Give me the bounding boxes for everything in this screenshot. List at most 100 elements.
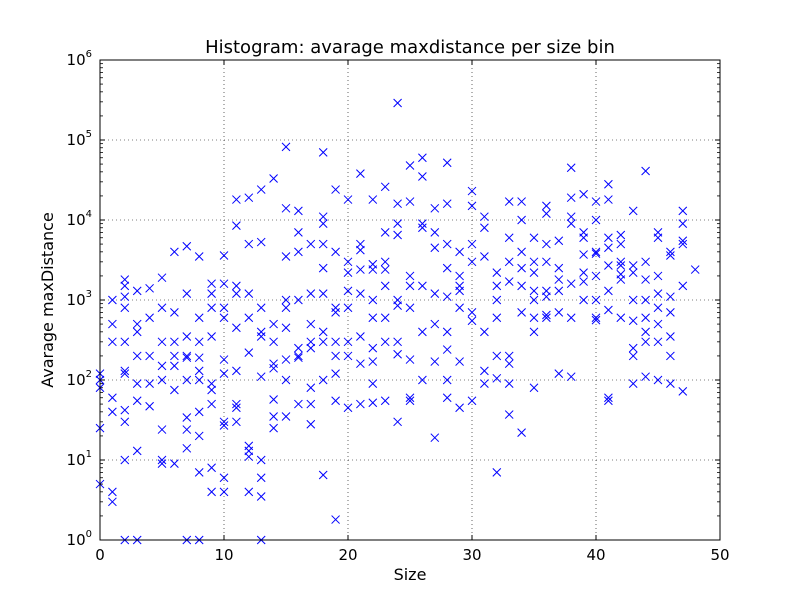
data-point	[579, 250, 588, 259]
data-point	[418, 327, 427, 337]
data-point	[306, 289, 316, 299]
data-point	[641, 372, 650, 382]
data-point	[393, 337, 402, 347]
data-point	[108, 319, 117, 329]
data-point	[207, 303, 216, 313]
data-point	[207, 332, 216, 341]
data-point	[405, 161, 415, 170]
data-point	[430, 289, 440, 299]
data-point	[281, 412, 291, 421]
data-point	[281, 355, 291, 364]
data-point	[281, 375, 291, 385]
data-point	[566, 279, 576, 289]
data-point	[467, 201, 477, 211]
data-point	[269, 174, 278, 183]
data-point	[281, 303, 291, 313]
data-point	[145, 379, 154, 389]
y-tick-exponent: 2	[86, 369, 92, 380]
data-point	[120, 303, 130, 313]
data-point	[244, 193, 254, 203]
data-point	[517, 281, 526, 291]
data-point	[182, 351, 192, 361]
data-point	[318, 327, 328, 337]
data-point	[343, 337, 353, 347]
data-point	[628, 295, 638, 305]
data-point	[157, 273, 167, 283]
data-point	[566, 313, 576, 323]
data-point	[132, 396, 142, 406]
data-point	[430, 319, 440, 329]
data-point	[194, 337, 204, 347]
data-point	[653, 271, 663, 281]
data-point	[480, 252, 489, 261]
data-point	[356, 359, 365, 369]
data-point	[232, 366, 241, 376]
data-point	[591, 215, 601, 225]
data-point	[566, 163, 576, 173]
data-point	[492, 373, 502, 383]
data-point	[145, 401, 154, 411]
data-point	[467, 239, 477, 249]
data-point	[356, 239, 365, 249]
data-point	[653, 375, 663, 385]
data-point	[690, 265, 700, 274]
data-point	[182, 425, 192, 434]
data-point	[170, 459, 179, 469]
data-point	[132, 327, 142, 337]
data-point	[343, 257, 353, 267]
data-point	[517, 308, 526, 317]
data-point	[232, 221, 241, 231]
data-point	[368, 343, 378, 353]
x-tick-label: 50	[710, 546, 729, 564]
data-point	[653, 289, 663, 299]
data-point	[318, 289, 328, 299]
data-point	[157, 361, 167, 371]
data-point	[554, 286, 564, 296]
x-tick-label: 20	[338, 546, 357, 564]
data-point	[294, 247, 303, 257]
data-point	[318, 148, 328, 157]
data-point	[256, 303, 266, 313]
data-point	[207, 289, 216, 299]
data-point	[356, 289, 365, 299]
data-point	[306, 337, 316, 347]
data-point	[653, 303, 663, 313]
data-point	[207, 279, 216, 289]
data-point	[318, 239, 328, 249]
data-point	[480, 366, 489, 376]
data-point	[269, 412, 278, 421]
data-point	[207, 399, 216, 409]
data-point	[318, 337, 328, 347]
data-point	[368, 195, 378, 204]
data-point	[108, 295, 117, 305]
data-point	[331, 337, 340, 347]
data-point	[380, 182, 390, 192]
y-tick-exponent: 5	[86, 129, 92, 140]
data-point	[244, 289, 254, 299]
data-point	[194, 313, 204, 323]
data-point	[368, 379, 378, 389]
data-point	[616, 239, 626, 249]
data-point	[256, 237, 266, 247]
data-point	[418, 281, 427, 291]
data-point	[145, 283, 154, 293]
data-point	[256, 455, 266, 465]
data-point	[232, 289, 241, 299]
data-point	[182, 375, 192, 385]
data-points	[95, 98, 700, 545]
data-point	[566, 219, 576, 229]
y-axis-label: Avarage maxDistance	[38, 212, 57, 388]
y-tick-base: 10	[67, 211, 86, 229]
data-point	[108, 337, 117, 347]
data-point	[132, 319, 142, 329]
data-point	[442, 375, 452, 385]
data-point	[616, 257, 626, 267]
data-point	[232, 323, 241, 333]
data-point	[529, 295, 539, 305]
data-point	[455, 357, 464, 366]
data-point	[591, 249, 601, 258]
data-point	[318, 212, 328, 222]
data-point	[442, 158, 452, 168]
data-point	[120, 275, 130, 284]
